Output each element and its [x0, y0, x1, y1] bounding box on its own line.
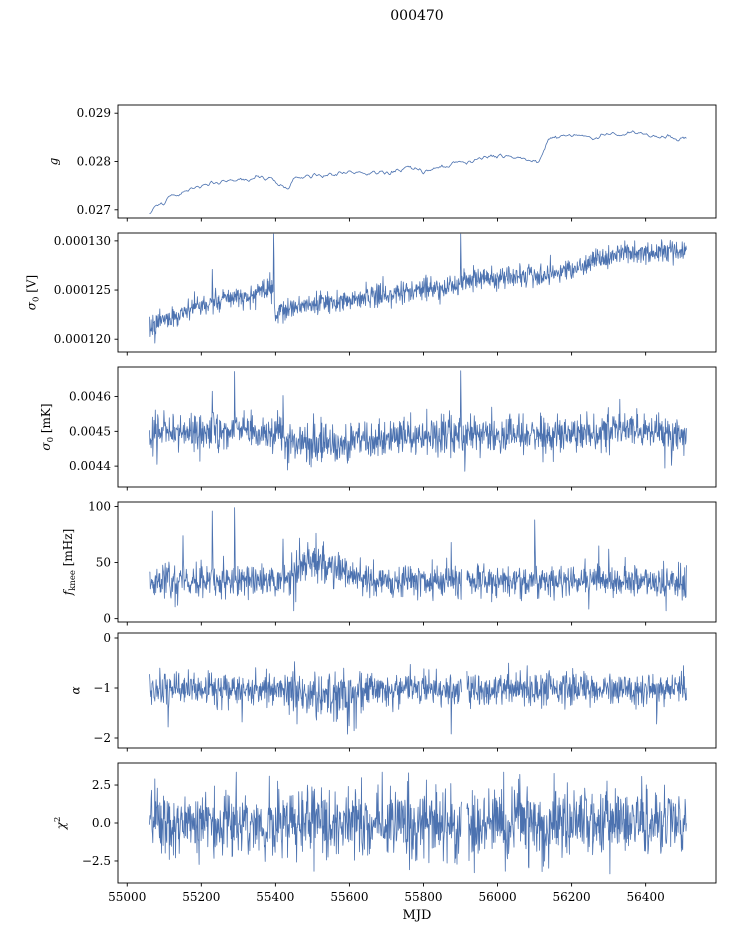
x-axis-label: MJD	[402, 908, 432, 923]
y-tick-label: 0.0045	[69, 424, 111, 438]
y-tick-label: 0.000125	[54, 283, 111, 297]
y-tick-label: 0.0046	[69, 390, 111, 404]
y-tick-label: 0.000130	[54, 234, 111, 248]
subplot-fknee: 0 50 100 fknee [mHz]	[61, 499, 717, 626]
y-axis-label-sigma0-V: σ0 [V]	[25, 275, 42, 310]
x-tick-label: 55200	[182, 890, 220, 904]
x-tick-label: 55400	[256, 890, 294, 904]
subplot-g: 0.027 0.028 0.029 g	[47, 104, 717, 222]
y-tick-label: 0.0044	[69, 459, 111, 473]
series-line-alpha	[149, 661, 687, 735]
x-tick-label: 56400	[627, 890, 665, 904]
y-tick-label: 0.0	[92, 816, 111, 830]
subplot-alpha: −2 −1 0 α	[68, 631, 717, 752]
subplot-chi2: −2.5 0.0 2.5 55000 55200 55400 55600 55800 56000…	[53, 762, 717, 904]
y-axis-label-alpha: α	[68, 686, 82, 694]
x-tick-label: 56200	[552, 890, 590, 904]
series-line-g	[149, 130, 687, 214]
x-tick-label: 55000	[108, 890, 146, 904]
y-tick-label: −1	[93, 681, 111, 695]
x-tick-label: 55600	[330, 890, 368, 904]
y-tick-label: −2	[93, 731, 111, 745]
series-line-sigma0-V	[149, 233, 687, 344]
series-line-fknee	[149, 507, 687, 612]
axes-frame	[117, 232, 717, 353]
axes-frame	[117, 501, 717, 623]
y-axis-label-sigma0-mK: σ0 [mK]	[39, 403, 56, 450]
axes-frame	[117, 366, 717, 488]
series-line-chi2	[149, 771, 687, 875]
x-tick-label: 56000	[478, 890, 516, 904]
y-axis-label-g: g	[47, 157, 61, 165]
y-tick-label: 0.027	[77, 203, 111, 217]
y-tick-label: 100	[88, 499, 111, 513]
subplot-sigma0-mK: 0.0044 0.0045 0.0046 σ0 [mK]	[39, 366, 717, 491]
y-tick-label: 0.028	[77, 155, 111, 169]
y-tick-label: 0.000120	[54, 332, 111, 346]
x-tick-label: 55800	[404, 890, 442, 904]
subplot-sigma0-V: 0.000120 0.000125 0.000130 σ0 [V]	[25, 232, 717, 356]
y-tick-label: 0	[103, 612, 111, 626]
axes-frame	[117, 104, 717, 219]
y-tick-label: 0	[103, 631, 111, 645]
y-tick-label: 50	[96, 556, 111, 570]
y-tick-label: 2.5	[92, 778, 111, 792]
y-tick-label: −2.5	[82, 854, 111, 868]
axes-frame	[117, 632, 717, 749]
figure-title: 000470	[390, 8, 444, 24]
y-tick-label: 0.029	[77, 106, 111, 120]
series-line-sigma0-mK	[149, 370, 687, 472]
y-axis-label-fknee: fknee [mHz]	[61, 529, 78, 596]
y-axis-label-chi2: χ2	[53, 817, 68, 831]
